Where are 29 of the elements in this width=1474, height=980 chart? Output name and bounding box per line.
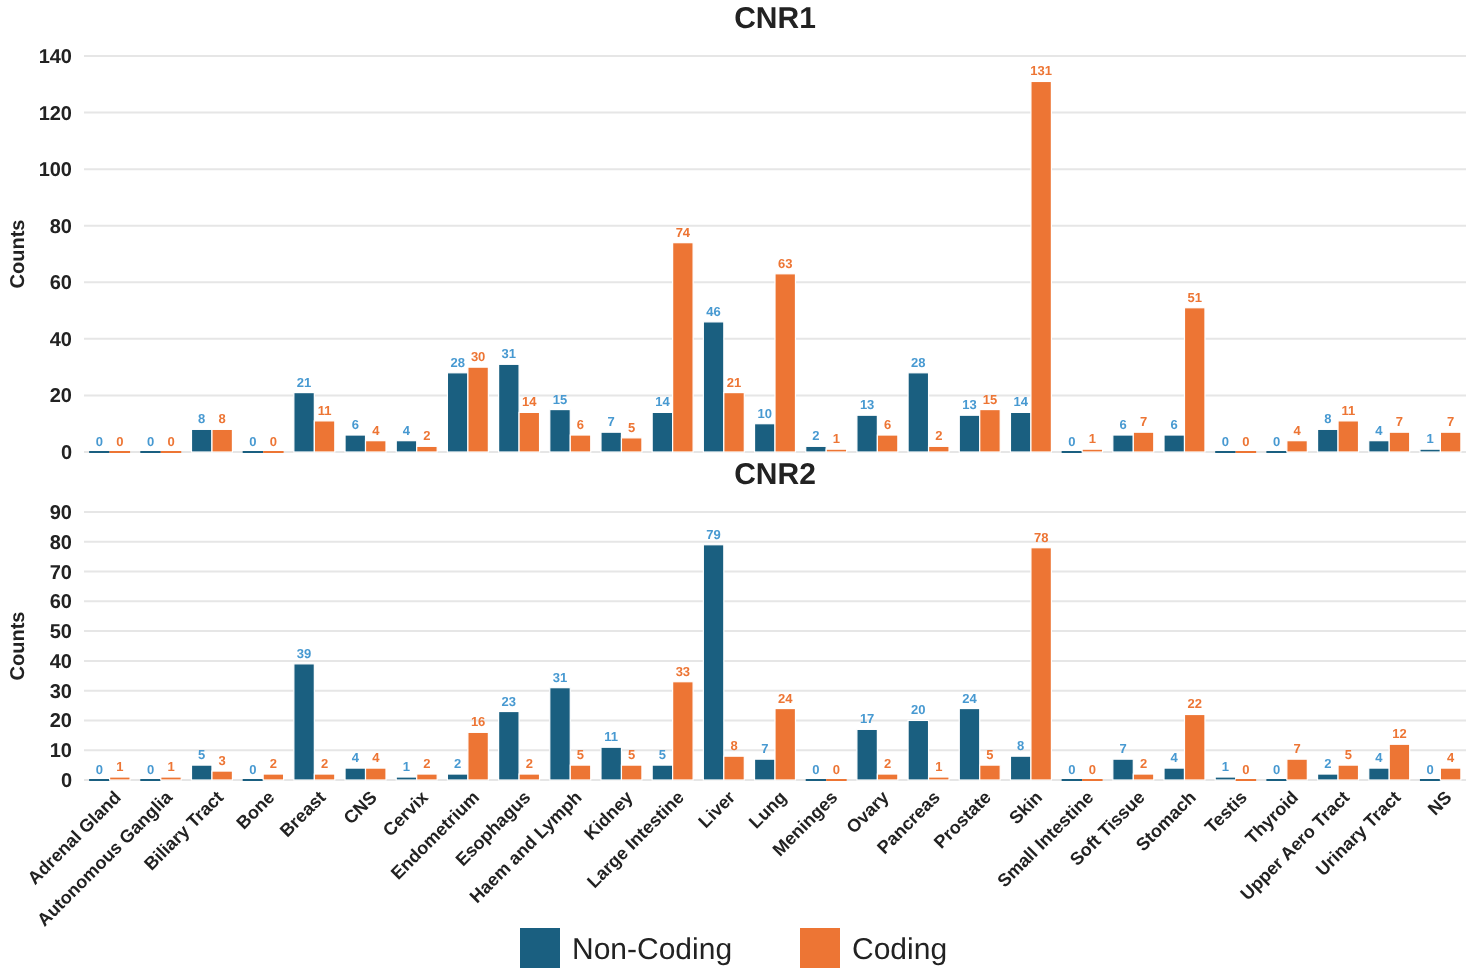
x-tick-label: NS <box>1423 787 1456 819</box>
y-tick-label: 40 <box>49 651 73 674</box>
bar <box>1439 767 1462 781</box>
bar <box>1286 440 1308 453</box>
chart-title: CNR2 <box>734 458 816 492</box>
chart-title: CNR1 <box>734 2 816 36</box>
y-tick-label: 0 <box>60 771 73 793</box>
y-tick-label: 80 <box>49 532 73 555</box>
legend-label: Non-Coding <box>572 932 733 967</box>
y-tick-label: 10 <box>49 741 73 764</box>
y-tick-label: 60 <box>49 592 73 615</box>
y-tick-label: 120 <box>38 103 73 126</box>
y-tick-label: 0 <box>60 443 73 465</box>
y-axis-title: Counts <box>8 218 30 289</box>
y-tick-label: 20 <box>49 386 73 409</box>
y-tick-label: 20 <box>49 711 73 734</box>
y-tick-label: 60 <box>49 273 73 296</box>
legend-label: Coding <box>852 932 948 967</box>
y-tick-label: 70 <box>49 562 73 585</box>
bar <box>262 773 285 781</box>
y-tick-label: 100 <box>38 160 73 183</box>
y-tick-label: 40 <box>49 329 73 352</box>
y-tick-label: 30 <box>49 681 73 704</box>
y-tick-label: 50 <box>49 622 73 645</box>
y-tick-label: 90 <box>49 503 73 525</box>
y-tick-label: 140 <box>38 47 73 69</box>
bar <box>1286 758 1308 781</box>
y-tick-label: 80 <box>49 216 73 239</box>
y-axis-title: Counts <box>8 610 30 681</box>
